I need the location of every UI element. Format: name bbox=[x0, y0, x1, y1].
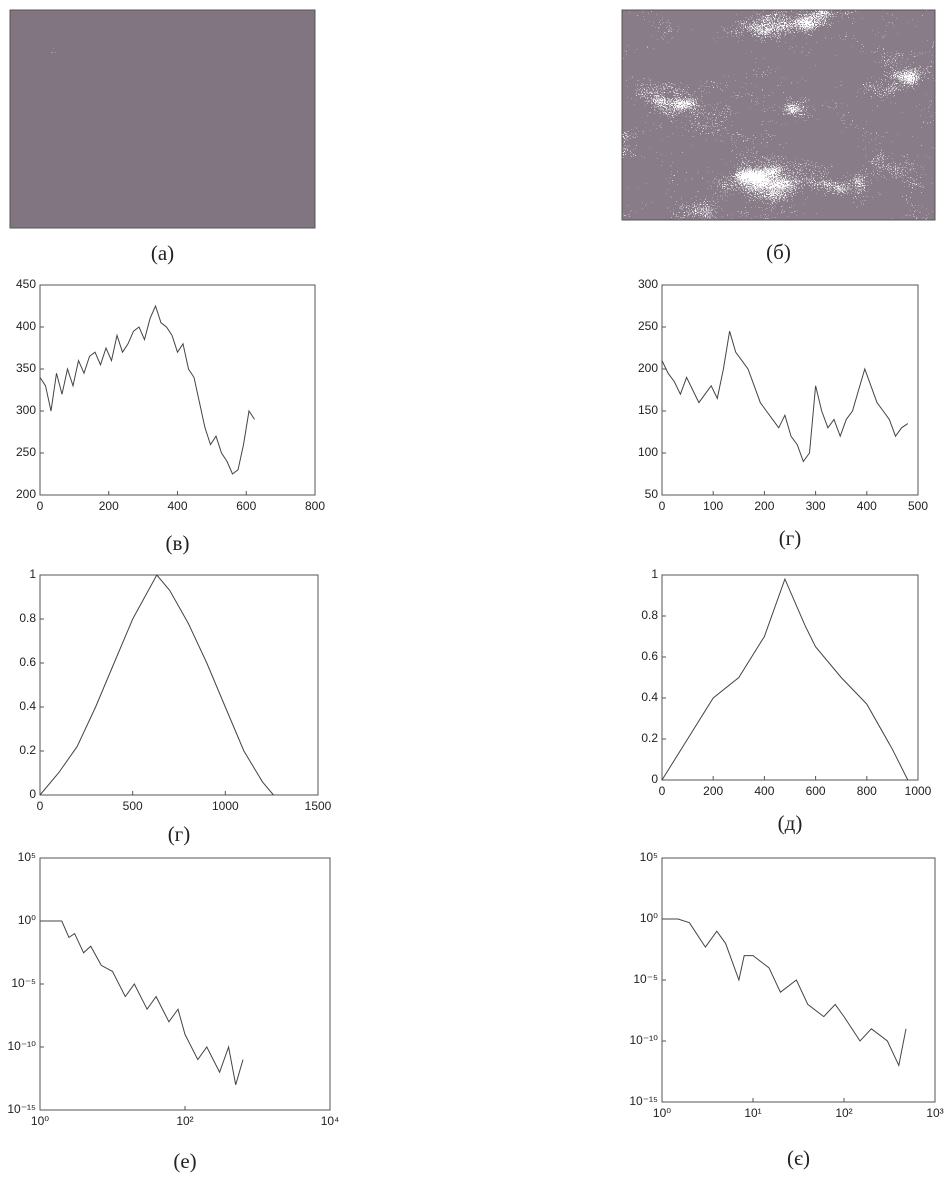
y-tick-label: 0.2 bbox=[641, 731, 658, 745]
x-tick-label: 400 bbox=[857, 499, 877, 513]
data-line bbox=[662, 918, 907, 1067]
y-tick-label: 200 bbox=[16, 487, 36, 501]
y-tick-label: 150 bbox=[638, 403, 658, 417]
x-tick-label: 10⁰ bbox=[31, 1114, 49, 1128]
x-tick-label: 400 bbox=[167, 499, 187, 513]
y-tick-label: 300 bbox=[638, 277, 658, 291]
caption: (д) bbox=[778, 811, 803, 835]
x-tick-label: 600 bbox=[806, 784, 826, 798]
x-tick-label: 800 bbox=[857, 784, 877, 798]
y-tick-label: 400 bbox=[16, 319, 36, 333]
x-tick-label: 400 bbox=[754, 784, 774, 798]
caption: (г) bbox=[168, 822, 191, 846]
y-tick-label: 0.8 bbox=[641, 608, 658, 622]
x-tick-label: 200 bbox=[754, 499, 774, 513]
x-tick-label: 0 bbox=[659, 499, 666, 513]
x-tick-label: 200 bbox=[703, 784, 723, 798]
y-tick-label: 50 bbox=[645, 487, 659, 501]
x-tick-label: 10² bbox=[835, 1106, 852, 1120]
y-tick-label: 0 bbox=[651, 772, 658, 786]
y-tick-label: 10⁻¹⁰ bbox=[8, 1039, 37, 1053]
caption: (в) bbox=[166, 531, 190, 555]
y-tick-label: 10⁻⁵ bbox=[11, 976, 36, 990]
x-tick-label: 1000 bbox=[905, 784, 932, 798]
y-tick-label: 10⁻¹⁰ bbox=[630, 1033, 659, 1047]
x-tick-label: 100 bbox=[703, 499, 723, 513]
y-tick-label: 1 bbox=[29, 567, 36, 581]
y-tick-label: 10⁻⁵ bbox=[633, 972, 658, 986]
y-tick-label: 450 bbox=[16, 277, 36, 291]
caption: (б) bbox=[766, 240, 791, 264]
x-tick-label: 0 bbox=[37, 799, 44, 813]
texture-image bbox=[10, 10, 315, 228]
plot-frame bbox=[39, 284, 316, 496]
x-tick-label: 10⁴ bbox=[321, 1114, 340, 1128]
x-tick-label: 0 bbox=[37, 499, 44, 513]
data-line bbox=[661, 577, 909, 781]
y-tick-label: 200 bbox=[638, 361, 658, 375]
x-tick-label: 200 bbox=[99, 499, 119, 513]
plot-frame bbox=[661, 574, 919, 781]
data-line bbox=[40, 920, 244, 1085]
y-tick-label: 0.4 bbox=[19, 699, 36, 713]
y-tick-label: 10⁻¹⁵ bbox=[7, 1102, 36, 1116]
y-tick-label: 0.8 bbox=[19, 611, 36, 625]
y-tick-label: 0.6 bbox=[19, 655, 36, 669]
x-tick-label: 1500 bbox=[305, 799, 332, 813]
x-tick-label: 10² bbox=[176, 1114, 193, 1128]
plot-frame bbox=[39, 857, 331, 1111]
y-tick-label: 0 bbox=[29, 787, 36, 801]
x-tick-label: 1000 bbox=[212, 799, 239, 813]
caption: (є) bbox=[787, 1146, 810, 1170]
data-line bbox=[39, 304, 255, 475]
y-tick-label: 300 bbox=[16, 403, 36, 417]
caption: (г) bbox=[779, 526, 802, 550]
y-tick-label: 100 bbox=[638, 445, 658, 459]
y-tick-label: 0.2 bbox=[19, 743, 36, 757]
x-tick-label: 10¹ bbox=[744, 1106, 761, 1120]
x-tick-label: 300 bbox=[806, 499, 826, 513]
x-tick-label: 500 bbox=[908, 499, 928, 513]
x-tick-label: 10⁰ bbox=[653, 1106, 671, 1120]
x-tick-label: 0 bbox=[659, 784, 666, 798]
x-tick-label: 10³ bbox=[926, 1106, 943, 1120]
y-tick-label: 250 bbox=[16, 445, 36, 459]
y-tick-label: 10⁰ bbox=[18, 913, 36, 927]
y-tick-label: 350 bbox=[16, 361, 36, 375]
y-tick-label: 1 bbox=[651, 567, 658, 581]
data-line bbox=[39, 574, 274, 796]
y-tick-label: 0.6 bbox=[641, 649, 658, 663]
y-tick-label: 0.4 bbox=[641, 690, 658, 704]
data-line bbox=[661, 331, 909, 463]
caption: (а) bbox=[151, 241, 174, 265]
x-tick-label: 500 bbox=[123, 799, 143, 813]
plot-frame bbox=[661, 857, 936, 1103]
plot-frame bbox=[39, 574, 319, 796]
caption: (е) bbox=[173, 1149, 196, 1173]
texture-image bbox=[622, 10, 935, 220]
y-tick-label: 250 bbox=[638, 319, 658, 333]
x-tick-label: 800 bbox=[305, 499, 325, 513]
y-tick-label: 10⁵ bbox=[18, 850, 36, 864]
y-tick-label: 10⁰ bbox=[640, 911, 658, 925]
y-tick-label: 10⁵ bbox=[640, 850, 658, 864]
plot-frame bbox=[661, 284, 919, 496]
y-tick-label: 10⁻¹⁵ bbox=[629, 1094, 658, 1108]
image-border bbox=[621, 9, 936, 221]
x-tick-label: 600 bbox=[236, 499, 256, 513]
image-border bbox=[9, 9, 316, 229]
